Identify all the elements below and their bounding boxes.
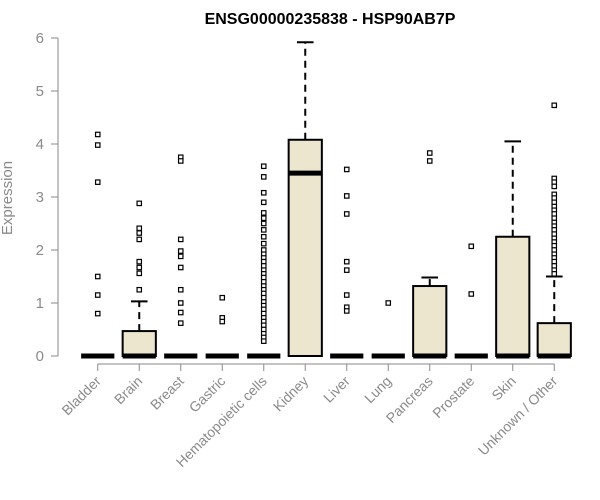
outlier-point bbox=[260, 338, 267, 344]
outlier-point bbox=[343, 211, 350, 217]
box-group bbox=[495, 140, 531, 359]
outlier-point bbox=[426, 150, 433, 156]
box-group bbox=[247, 163, 281, 359]
outlier-point bbox=[343, 193, 350, 199]
outlier-point bbox=[468, 243, 475, 250]
outlier-point bbox=[94, 273, 101, 280]
boxes bbox=[81, 41, 572, 359]
outlier-point bbox=[136, 225, 143, 232]
box-body bbox=[495, 235, 531, 357]
outlier-point bbox=[136, 236, 143, 243]
outlier-point bbox=[177, 248, 184, 254]
outlier-point bbox=[136, 286, 143, 293]
box-group bbox=[121, 200, 157, 359]
box-group bbox=[371, 300, 405, 359]
box-group bbox=[412, 150, 448, 359]
outlier-point bbox=[219, 318, 226, 325]
x-tick-label: Bladder bbox=[58, 373, 104, 419]
box-group bbox=[81, 131, 115, 359]
outlier-point bbox=[136, 258, 143, 265]
outlier-point bbox=[260, 233, 267, 240]
x-tick-label: Skin bbox=[488, 373, 519, 404]
outlier-point bbox=[551, 183, 558, 190]
outlier-point bbox=[177, 286, 184, 293]
x-tick-label: Prostate bbox=[429, 373, 477, 421]
outlier-point bbox=[260, 215, 267, 222]
x-tick-label: Lung bbox=[361, 373, 394, 406]
outlier-point bbox=[94, 292, 101, 298]
outlier-point bbox=[260, 210, 267, 216]
y-tick-label: 1 bbox=[36, 295, 44, 312]
box-body bbox=[287, 138, 323, 357]
box-group bbox=[205, 294, 239, 359]
y-tick-label: 4 bbox=[36, 136, 44, 153]
outlier-point bbox=[136, 264, 143, 271]
box-body bbox=[536, 322, 572, 358]
y-axis: 0 1 2 3 4 5 6 bbox=[36, 30, 59, 365]
outlier-point bbox=[343, 308, 350, 314]
outlier-point bbox=[94, 310, 101, 317]
outlier-point bbox=[177, 309, 184, 316]
outlier-point bbox=[551, 102, 558, 109]
outlier-point bbox=[260, 163, 267, 170]
y-tick-label: 0 bbox=[36, 348, 44, 365]
outlier-point bbox=[426, 158, 433, 164]
outlier-point bbox=[94, 179, 101, 185]
x-tick-label: Breast bbox=[147, 373, 187, 413]
box-group bbox=[164, 154, 198, 359]
outlier-point bbox=[177, 236, 184, 243]
outlier-point bbox=[385, 300, 392, 306]
outlier-point bbox=[136, 200, 143, 207]
box-group bbox=[454, 243, 488, 359]
outlier-point bbox=[177, 320, 184, 326]
outlier-point bbox=[136, 230, 143, 236]
outlier-point bbox=[343, 292, 350, 298]
chart-title: ENSG00000235838 - HSP90AB7P bbox=[205, 11, 456, 28]
box-body bbox=[121, 330, 157, 357]
outlier-point bbox=[343, 267, 350, 273]
outlier-point bbox=[177, 264, 184, 271]
outlier-point bbox=[468, 291, 475, 297]
outlier-point bbox=[343, 166, 350, 173]
outlier-point bbox=[260, 220, 267, 227]
outlier-point bbox=[260, 240, 267, 247]
box-body bbox=[412, 285, 448, 358]
outlier-point bbox=[177, 158, 184, 164]
outlier-point bbox=[94, 131, 101, 138]
outlier-point bbox=[177, 300, 184, 306]
x-tick-label: Unknown / Other bbox=[475, 373, 561, 459]
outlier-point bbox=[260, 227, 267, 233]
x-tick-label: Liver bbox=[320, 373, 353, 406]
x-tick-label: Kidney bbox=[270, 373, 312, 415]
outlier-point bbox=[343, 258, 350, 265]
box-group bbox=[287, 41, 323, 357]
outlier-point bbox=[94, 142, 101, 148]
outlier-point bbox=[260, 199, 267, 206]
y-tick-label: 2 bbox=[36, 242, 44, 259]
y-tick-label: 5 bbox=[36, 83, 44, 100]
y-axis-label: Expression bbox=[0, 161, 16, 235]
x-tick-label: Brain bbox=[111, 373, 145, 407]
outlier-point bbox=[136, 270, 143, 277]
box-group bbox=[536, 102, 572, 359]
outlier-point bbox=[260, 174, 267, 180]
y-tick-label: 3 bbox=[36, 189, 44, 206]
outlier-point bbox=[177, 253, 184, 260]
y-tick-label: 6 bbox=[36, 30, 44, 47]
outlier-point bbox=[551, 271, 558, 277]
outlier-point bbox=[219, 294, 226, 301]
box-group bbox=[330, 166, 364, 359]
outlier-point bbox=[260, 189, 267, 196]
